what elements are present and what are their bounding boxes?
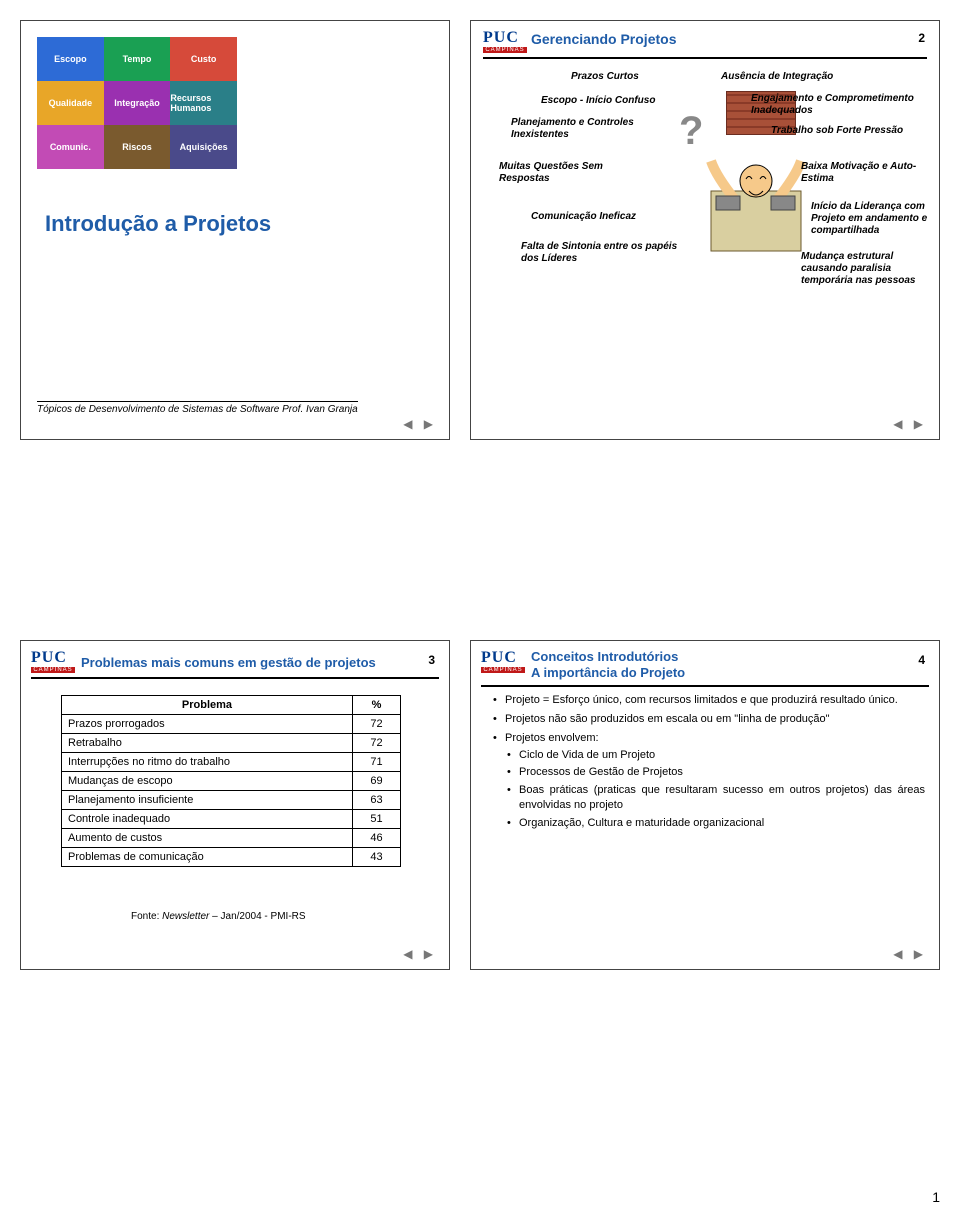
table-cell-pct: 72	[353, 734, 401, 753]
table-cell-problema: Aumento de custos	[62, 829, 353, 848]
divider	[481, 685, 929, 687]
sub-bullet-item: Organização, Cultura e maturidade organi…	[505, 816, 925, 831]
table-cell-pct: 69	[353, 772, 401, 791]
page-footer-number: 1	[932, 1189, 940, 1205]
issue-label: Início da Liderança com Projeto em andam…	[811, 201, 941, 237]
issue-label: Planejamento e Controles Inexistentes	[511, 117, 671, 141]
nav-arrows-icon[interactable]: ◀ ▶	[403, 947, 437, 961]
bullet-item: Projetos envolvem: Ciclo de Vida de um P…	[493, 731, 925, 831]
slide-4-conceitos: PUC CAMPINAS Conceitos Introdutórios A i…	[470, 640, 940, 970]
slide4-header: Conceitos Introdutórios A importância do…	[531, 649, 685, 680]
stressed-person-icon	[701, 141, 811, 271]
question-mark-icon: ?	[679, 109, 703, 154]
slide2-page-number: 2	[918, 31, 925, 45]
slide4-bullets: Projeto = Esforço único, com recursos li…	[493, 693, 925, 835]
sub-bullet-item: Ciclo de Vida de um Projeto	[505, 748, 925, 763]
table-cell-problema: Controle inadequado	[62, 810, 353, 829]
nav-arrows-icon[interactable]: ◀ ▶	[403, 417, 437, 431]
puc-logo-icon: PUC CAMPINAS	[481, 649, 525, 675]
table-header-pct: %	[353, 696, 401, 715]
source-suffix: – Jan/2004 - PMI-RS	[209, 911, 305, 922]
table-row: Planejamento insuficiente63	[62, 791, 401, 810]
table-row: Prazos prorrogados72	[62, 715, 401, 734]
slide4-sub-bullets: Ciclo de Vida de um Projeto Processos de…	[505, 748, 925, 831]
nav-arrows-icon[interactable]: ◀ ▶	[893, 417, 927, 431]
logo-bottom: CAMPINAS	[31, 667, 75, 673]
table-cell-problema: Mudanças de escopo	[62, 772, 353, 791]
nav-arrows-icon[interactable]: ◀ ▶	[893, 947, 927, 961]
table-row: Problemas de comunicação43	[62, 848, 401, 867]
table-cell-pct: 46	[353, 829, 401, 848]
issue-label: Muitas Questões Sem Respostas	[499, 161, 649, 185]
slide2-header: Gerenciando Projetos	[531, 31, 676, 47]
table-cell-problema: Prazos prorrogados	[62, 715, 353, 734]
table-row: Interrupções no ritmo do trabalho71	[62, 753, 401, 772]
issue-label: Ausência de Integração	[721, 71, 833, 83]
puzzle-cell: Riscos	[104, 125, 171, 169]
bullet-item: Projetos não são produzidos em escala ou…	[493, 712, 925, 727]
puzzle-cell: Custo	[170, 37, 237, 81]
sub-bullet-item: Processos de Gestão de Projetos	[505, 765, 925, 780]
bullet-text: Projetos envolvem:	[505, 732, 599, 744]
slide-1-intro: Escopo Tempo Custo Qualidade Integração …	[20, 20, 450, 440]
table-cell-problema: Problemas de comunicação	[62, 848, 353, 867]
table-cell-problema: Planejamento insuficiente	[62, 791, 353, 810]
table-row: Controle inadequado51	[62, 810, 401, 829]
logo-bottom: CAMPINAS	[481, 667, 525, 673]
puzzle-cell: Qualidade	[37, 81, 104, 125]
sub-bullet-item: Boas práticas (praticas que resultaram s…	[505, 783, 925, 813]
issue-label: Falta de Sintonia entre os papéis dos Lí…	[521, 241, 681, 265]
problems-table: Problema % Prazos prorrogados72Retrabalh…	[61, 695, 401, 867]
puc-logo-icon: PUC CAMPINAS	[483, 29, 527, 55]
slide3-page-number: 3	[428, 653, 435, 667]
table-cell-pct: 63	[353, 791, 401, 810]
puzzle-cell: Tempo	[104, 37, 171, 81]
table-cell-pct: 71	[353, 753, 401, 772]
puzzle-grid: Escopo Tempo Custo Qualidade Integração …	[37, 37, 237, 169]
puzzle-cell: Aquisições	[170, 125, 237, 169]
logo-top: PUC	[483, 29, 519, 46]
puzzle-cell: Comunic.	[37, 125, 104, 169]
logo-bottom: CAMPINAS	[483, 47, 527, 53]
slide3-header: Problemas mais comuns em gestão de proje…	[81, 655, 376, 670]
source-prefix: Fonte:	[131, 911, 162, 922]
divider	[31, 677, 439, 679]
issue-label: Mudança estrutural causando paralisia te…	[801, 251, 941, 287]
puzzle-cell: Recursos Humanos	[170, 81, 237, 125]
table-row: Aumento de custos46	[62, 829, 401, 848]
table-cell-pct: 72	[353, 715, 401, 734]
issue-label: Escopo - Início Confuso	[541, 95, 681, 107]
puzzle-cell: Integração	[104, 81, 171, 125]
table-cell-pct: 43	[353, 848, 401, 867]
slide1-footer: Tópicos de Desenvolvimento de Sistemas d…	[37, 401, 358, 415]
logo-top: PUC	[481, 649, 517, 666]
issue-label: Comunicação Ineficaz	[531, 211, 681, 223]
table-row: Mudanças de escopo69	[62, 772, 401, 791]
table-cell-pct: 51	[353, 810, 401, 829]
issue-label: Baixa Motivação e Auto-Estima	[801, 161, 941, 185]
table-cell-problema: Interrupções no ritmo do trabalho	[62, 753, 353, 772]
issue-label: Engajamento e Comprometimento Inadequado…	[751, 93, 931, 117]
slide1-title: Introdução a Projetos	[45, 211, 271, 237]
slide4-header-line2: A importância do Projeto	[531, 665, 685, 680]
puc-logo-icon: PUC CAMPINAS	[31, 649, 75, 675]
slide4-header-line1: Conceitos Introdutórios	[531, 649, 678, 664]
slide3-source: Fonte: Newsletter – Jan/2004 - PMI-RS	[131, 911, 306, 922]
source-italic: Newsletter	[162, 911, 209, 922]
issue-label: Prazos Curtos	[571, 71, 639, 83]
slide4-page-number: 4	[918, 653, 925, 667]
logo-top: PUC	[31, 649, 67, 666]
divider	[483, 57, 927, 59]
puzzle-cell: Escopo	[37, 37, 104, 81]
bullet-item: Projeto = Esforço único, com recursos li…	[493, 693, 925, 708]
slide-2-gerenciando: PUC CAMPINAS Gerenciando Projetos 2 ? Pr…	[470, 20, 940, 440]
slide-3-problemas: PUC CAMPINAS Problemas mais comuns em ge…	[20, 640, 450, 970]
table-row: Retrabalho72	[62, 734, 401, 753]
table-cell-problema: Retrabalho	[62, 734, 353, 753]
issue-label: Trabalho sob Forte Pressão	[771, 125, 931, 137]
table-header-problema: Problema	[62, 696, 353, 715]
